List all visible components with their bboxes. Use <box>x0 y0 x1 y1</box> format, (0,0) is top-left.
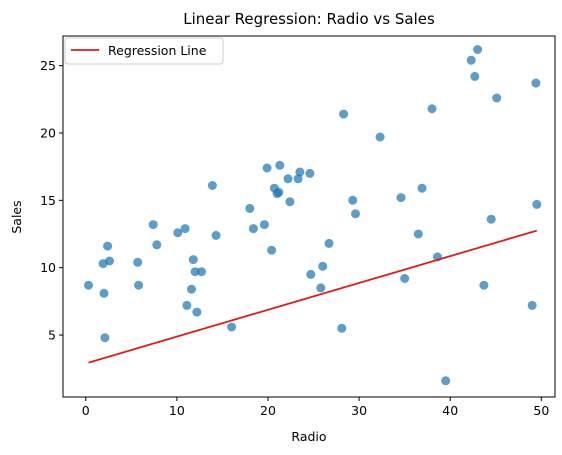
x-tick-label: 20 <box>260 403 276 418</box>
scatter-point <box>417 183 427 193</box>
axes-frame <box>62 35 556 398</box>
scatter-point <box>148 220 158 230</box>
y-tick-label: 10 <box>40 260 56 275</box>
scatter-point <box>259 220 269 230</box>
scatter-point <box>227 322 237 332</box>
scatter-point <box>337 323 347 333</box>
scatter-point <box>188 255 198 265</box>
plot-area <box>84 45 542 386</box>
scatter-point <box>285 197 295 207</box>
scatter-point <box>318 261 328 271</box>
scatter-point <box>306 269 316 279</box>
x-tick-label: 30 <box>351 403 367 418</box>
scatter-point <box>400 274 410 283</box>
scatter-point <box>182 300 192 310</box>
scatter-point <box>324 238 334 248</box>
y-tick-label: 15 <box>40 193 56 208</box>
scatter-point <box>492 93 502 103</box>
scatter-point <box>441 376 451 386</box>
scatter-point <box>293 174 303 184</box>
y-tick-label: 20 <box>40 125 56 140</box>
scatter-point <box>305 168 315 178</box>
scatter-point <box>211 230 221 240</box>
legend-label-regression-line: Regression Line <box>108 43 207 58</box>
x-tick-label: 50 <box>533 403 549 418</box>
scatter-point <box>479 280 489 290</box>
scatter-point <box>466 55 476 65</box>
scatter-point <box>396 193 406 203</box>
scatter-point <box>375 132 385 142</box>
scatter-points <box>84 45 542 386</box>
scatter-point <box>187 284 196 294</box>
scatter-point <box>103 241 113 251</box>
scatter-point <box>207 181 217 190</box>
scatter-point <box>295 167 305 177</box>
scatter-point <box>133 257 143 267</box>
scatter-point <box>283 174 293 184</box>
x-axis-label: Radio <box>291 429 326 444</box>
scatter-point <box>274 187 284 197</box>
scatter-point <box>316 283 326 293</box>
scatter-point <box>348 195 358 205</box>
y-axis-label: Sales <box>9 200 24 233</box>
scatter-point <box>180 224 190 234</box>
scatter-point <box>413 229 423 239</box>
x-tick-label: 10 <box>169 403 185 418</box>
scatter-point <box>470 71 480 81</box>
y-tick-label: 25 <box>40 58 56 73</box>
scatter-point <box>527 300 537 310</box>
x-tick-label: 40 <box>442 403 458 418</box>
scatter-point <box>84 280 93 290</box>
scatter-point <box>275 160 285 170</box>
scatter-point <box>531 78 541 88</box>
chart-title: Linear Regression: Radio vs Sales <box>183 10 435 28</box>
legend-box <box>64 37 224 65</box>
scatter-point <box>245 203 255 213</box>
scatter-point <box>339 109 349 119</box>
regression-line-layer <box>88 229 538 364</box>
scatter-point <box>262 163 272 173</box>
x-tick-label: 0 <box>82 403 90 418</box>
scatter-point <box>105 256 114 266</box>
scatter-point <box>248 224 258 234</box>
scatter-point <box>152 240 162 250</box>
y-axis-ticks: 5 10 15 20 25 <box>40 58 63 343</box>
scatter-point <box>532 199 542 209</box>
x-axis-ticks: 0 10 20 30 40 50 <box>82 397 549 418</box>
scatter-point <box>100 333 110 343</box>
scatter-point <box>473 45 483 54</box>
scatter-point <box>427 104 437 114</box>
scatter-point <box>192 307 202 317</box>
scatter-point <box>99 288 109 298</box>
scatter-point <box>173 228 183 238</box>
scatter-point <box>267 245 277 255</box>
scatter-point <box>351 209 360 219</box>
legend: Regression Line <box>64 37 224 65</box>
scatter-point <box>486 214 496 224</box>
scatter-point <box>134 280 144 290</box>
regression-line <box>88 229 538 364</box>
y-tick-label: 5 <box>48 328 56 343</box>
scatter-point <box>197 267 206 277</box>
scatter-point <box>190 267 200 277</box>
